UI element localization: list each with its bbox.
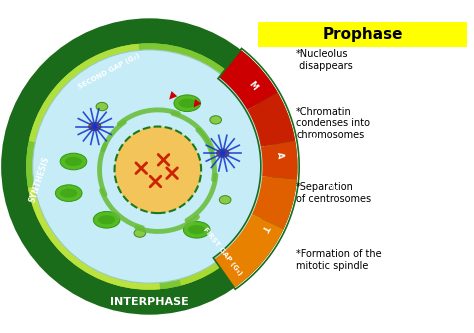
Polygon shape [179,176,272,285]
Ellipse shape [183,221,210,238]
Ellipse shape [93,211,120,228]
Polygon shape [28,186,160,290]
Text: SECOND GAP (G₂): SECOND GAP (G₂) [77,53,141,91]
Ellipse shape [219,195,231,204]
Ellipse shape [188,225,205,234]
Ellipse shape [89,123,101,131]
Text: *Separation
of centrosomes: *Separation of centrosomes [296,182,371,204]
FancyBboxPatch shape [258,23,467,47]
Ellipse shape [55,185,82,201]
Ellipse shape [65,157,82,166]
Text: SYNTHESIS: SYNTHESIS [27,156,51,204]
Text: M: M [246,80,258,92]
Ellipse shape [98,215,115,224]
Polygon shape [252,176,297,229]
Text: *Nucleolus
 disappears: *Nucleolus disappears [296,49,353,71]
Text: MITOTIC PHASE: MITOTIC PHASE [309,135,337,194]
Ellipse shape [26,43,273,290]
Text: Prophase: Prophase [322,27,403,43]
Polygon shape [219,50,278,110]
Ellipse shape [1,18,298,315]
Ellipse shape [210,116,221,124]
Ellipse shape [174,95,201,112]
Text: INTERPHASE: INTERPHASE [110,297,189,307]
Ellipse shape [115,127,201,213]
Ellipse shape [33,50,266,283]
Ellipse shape [60,153,87,170]
Polygon shape [214,214,283,288]
Polygon shape [247,93,295,147]
Ellipse shape [96,103,108,111]
Text: *Chromatin
condenses into
chromosomes: *Chromatin condenses into chromosomes [296,107,370,140]
Ellipse shape [134,229,146,237]
Polygon shape [261,141,298,179]
Text: A: A [275,152,284,159]
Ellipse shape [179,99,196,108]
Ellipse shape [60,188,77,198]
Polygon shape [29,44,139,143]
Ellipse shape [26,43,273,290]
Text: FIRST GAP (G₁): FIRST GAP (G₁) [202,226,243,276]
Ellipse shape [217,149,229,157]
Text: *Formation of the
mitotic spindle: *Formation of the mitotic spindle [296,249,382,270]
Text: T: T [259,223,270,232]
